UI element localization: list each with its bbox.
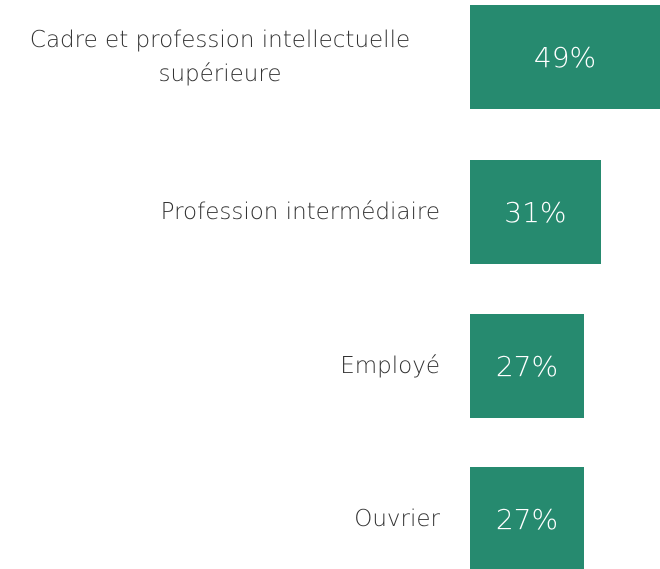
bar: [470, 314, 584, 418]
category-text: Profession intermédiaire: [160, 199, 440, 225]
category-text: Cadre et profession intellectuelle supér…: [29, 27, 411, 87]
value-label: 49%: [533, 40, 597, 74]
category-text: Employé: [340, 353, 440, 379]
value-label: 31%: [504, 195, 567, 229]
category-text: Ouvrier: [354, 506, 440, 532]
category-label: Employé: [0, 314, 440, 418]
category-label: Ouvrier: [0, 467, 440, 569]
category-label: Profession intermédiaire: [0, 160, 440, 264]
bar: [470, 467, 584, 569]
category-label: Cadre et profession intellectuelle supér…: [0, 5, 440, 109]
bar: [470, 160, 601, 264]
value-label: 27%: [495, 502, 559, 536]
value-label: 27%: [495, 349, 559, 383]
bar: [470, 5, 660, 109]
